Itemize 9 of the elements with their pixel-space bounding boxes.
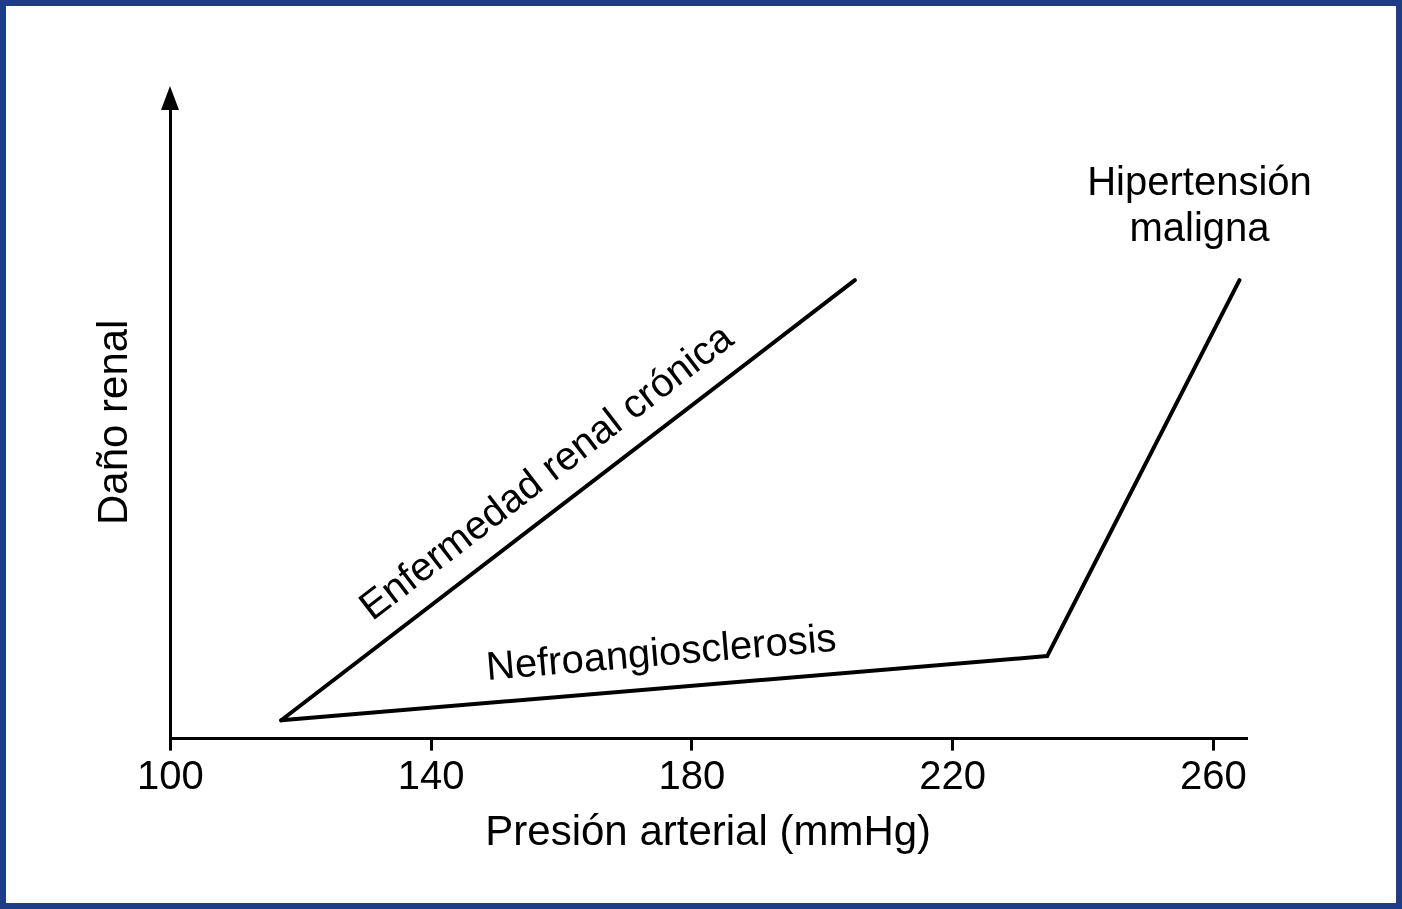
x-tick-label: 220 (919, 752, 987, 797)
x-tick-label: 140 (397, 752, 465, 797)
x-axis-title: Presión arterial (mmHg) (485, 807, 932, 855)
series-label: Hipertensión maligna (1087, 159, 1312, 250)
y-axis-title: Daño renal (88, 319, 136, 526)
x-tick-label: 260 (1180, 752, 1247, 797)
x-tick-label: 100 (137, 752, 204, 797)
series-label: Nefroangiosclerosis (484, 614, 838, 688)
x-tick-label: 180 (658, 752, 726, 797)
